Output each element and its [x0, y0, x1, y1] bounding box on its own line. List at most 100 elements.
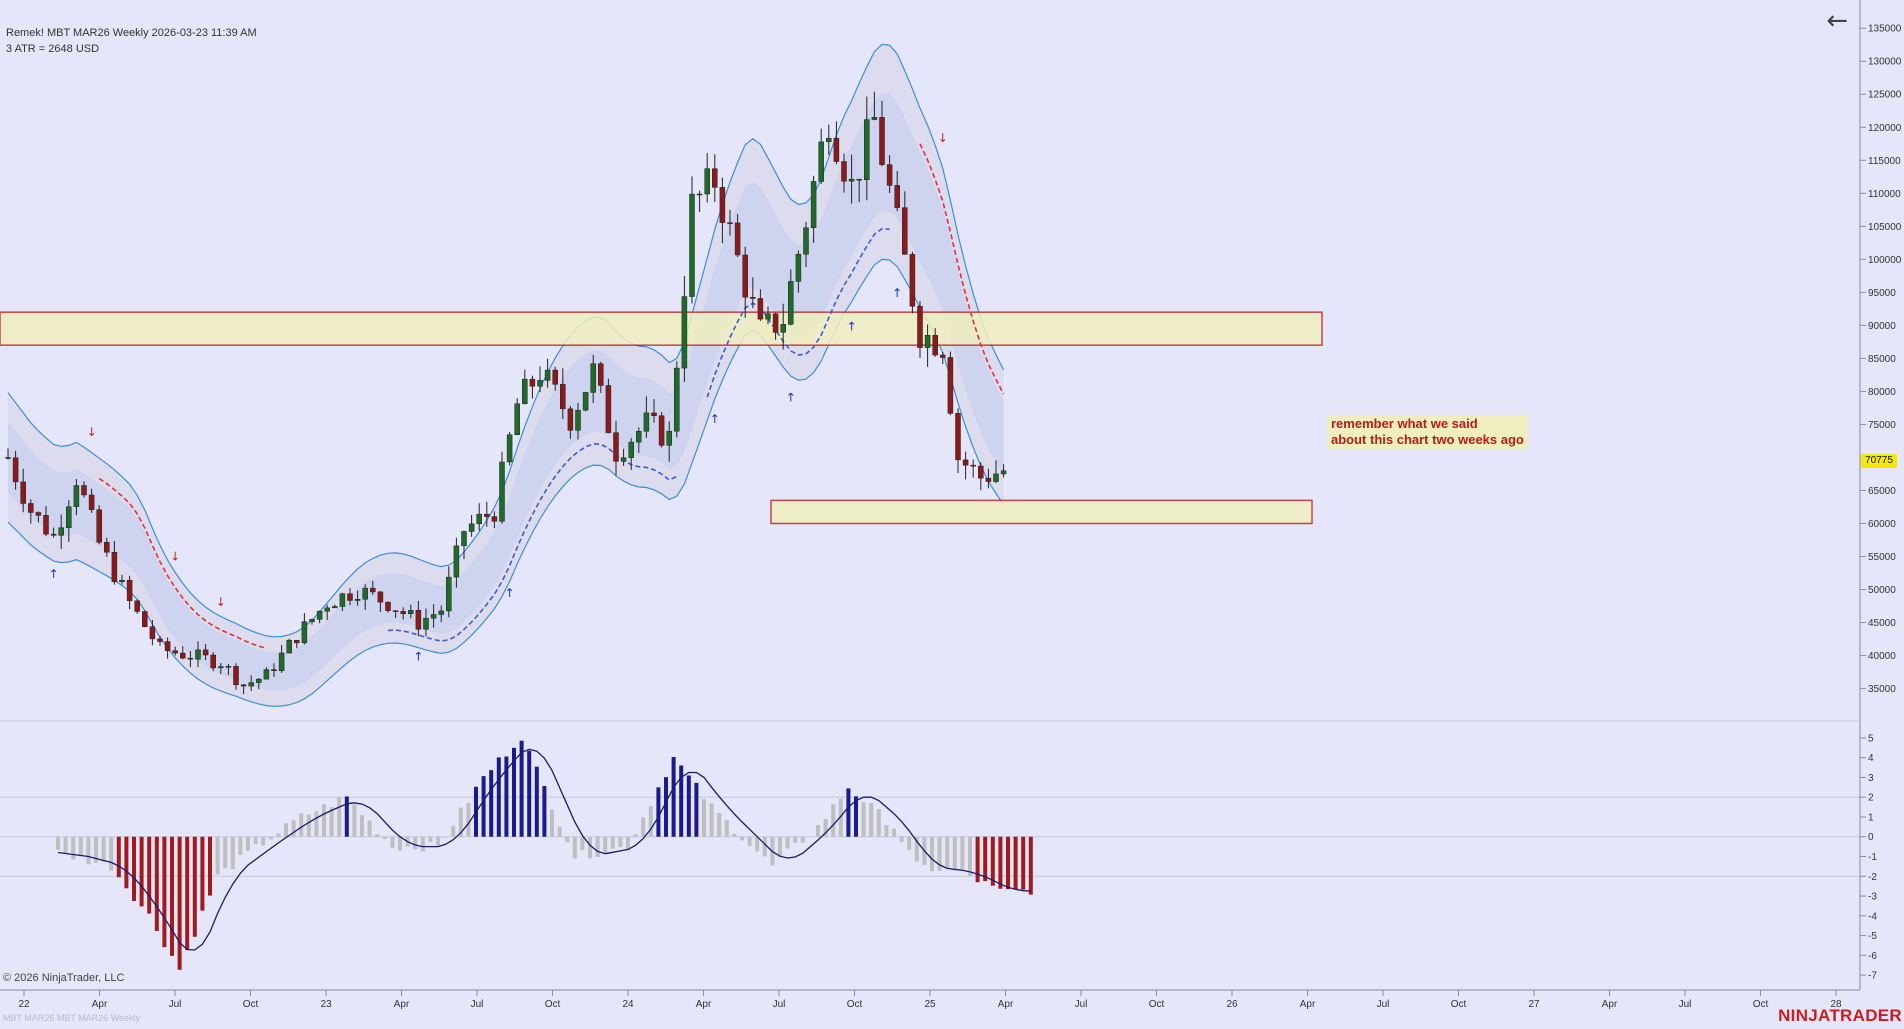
- histogram-bar: [56, 836, 60, 850]
- time-tick-label: Apr: [998, 999, 1014, 1010]
- candle-body: [362, 587, 368, 600]
- histogram-bar: [154, 836, 159, 931]
- histogram-bar: [344, 796, 349, 837]
- arrow-up-icon: ↑: [786, 390, 796, 404]
- candle-body: [894, 185, 900, 208]
- histogram-bar: [200, 836, 205, 911]
- price-zone: [770, 499, 1313, 525]
- support-resistance-zones[interactable]: [0, 311, 1323, 525]
- histogram-bar: [664, 777, 668, 837]
- candle-body: [719, 187, 726, 223]
- histogram-bar: [109, 836, 114, 871]
- osc-tick-label: -2: [1868, 872, 1877, 883]
- histogram-bar: [899, 836, 904, 842]
- candle-body: [742, 254, 748, 298]
- candle-body: [978, 465, 984, 479]
- price-tick-label: 105000: [1868, 222, 1902, 233]
- histogram-bar: [306, 814, 311, 837]
- arrow-up-icon: ↑: [49, 567, 59, 581]
- histogram-bar: [960, 836, 965, 870]
- histogram-bar: [884, 825, 889, 837]
- candle-body: [636, 431, 642, 443]
- candle-body: [560, 384, 566, 410]
- price-tick-label: 65000: [1868, 486, 1896, 497]
- osc-tick-label: -6: [1868, 951, 1877, 962]
- histogram-bar: [732, 834, 737, 837]
- time-tick-label: Jul: [1075, 999, 1088, 1010]
- histogram-bar: [436, 836, 440, 846]
- candle-body: [157, 638, 163, 642]
- histogram-bar: [861, 802, 866, 837]
- histogram-bar: [854, 796, 858, 837]
- candle-body: [88, 494, 95, 510]
- histogram-bar: [1021, 836, 1026, 890]
- candle-body: [620, 457, 627, 462]
- time-tick-label: 22: [18, 999, 30, 1010]
- candle-body: [613, 432, 619, 462]
- histogram-bar: [162, 836, 167, 948]
- candle-body: [58, 527, 64, 536]
- price-tick-label: 80000: [1868, 387, 1896, 398]
- candle-body: [788, 281, 794, 325]
- candle-body: [491, 516, 498, 522]
- candle-body: [582, 392, 589, 411]
- histogram-bar: [116, 836, 121, 878]
- candle-body: [924, 334, 931, 348]
- candle-body: [96, 509, 102, 543]
- candle-body: [537, 380, 543, 387]
- candle-body: [818, 141, 824, 182]
- candle-body: [240, 684, 247, 687]
- candle-body: [172, 650, 178, 654]
- candle-body: [484, 513, 490, 517]
- last-price-tag: 70775: [1861, 454, 1897, 468]
- time-tick-label: Oct: [1149, 999, 1165, 1010]
- osc-tick-label: 5: [1868, 733, 1874, 744]
- candle-body: [461, 531, 467, 547]
- time-tick-label: Jul: [169, 999, 182, 1010]
- chart-title: Remek! MBT MAR26 Weekly 2026-03-23 11:39…: [6, 27, 257, 39]
- arrow-down-icon: ↓: [938, 131, 948, 145]
- candle-body: [689, 193, 695, 297]
- time-tick-label: Jul: [773, 999, 786, 1010]
- price-axis[interactable]: 3500040000450005000055000600006500070000…: [1860, 24, 1902, 695]
- candle-body: [218, 666, 224, 669]
- candle-body: [544, 369, 551, 381]
- candle-body: [841, 161, 847, 182]
- candle-body: [392, 610, 399, 612]
- price-tick-label: 40000: [1868, 651, 1896, 662]
- candle-body: [339, 593, 346, 607]
- histogram-bar: [975, 836, 980, 883]
- histogram-bar: [785, 836, 790, 849]
- candle-body: [552, 369, 558, 385]
- histogram-bar: [686, 775, 691, 837]
- histogram-bar: [94, 836, 98, 863]
- histogram-bar: [656, 787, 661, 837]
- histogram-bar: [641, 817, 646, 837]
- candle-body: [681, 296, 688, 369]
- oscillator-axis: 5 4 3 2 1 0 -1 -2 -3 -4 -5 -6 -7: [1860, 733, 1877, 982]
- histogram-bar: [816, 825, 820, 837]
- histogram-bar: [1013, 836, 1018, 890]
- histogram-bar: [139, 836, 144, 907]
- candle-body: [696, 193, 703, 196]
- candle-body: [848, 178, 855, 182]
- histogram-bar: [747, 836, 752, 846]
- candle-body: [347, 593, 353, 601]
- candle-body: [871, 117, 878, 120]
- candle-body: [430, 614, 437, 619]
- candle-body: [879, 117, 885, 165]
- histogram-bar: [329, 807, 334, 837]
- candle-body: [248, 682, 254, 687]
- price-tick-label: 110000: [1868, 189, 1901, 200]
- histogram-bar: [428, 836, 433, 842]
- histogram-bar: [276, 833, 281, 837]
- histogram-bar: [192, 836, 197, 937]
- candle-body: [309, 619, 315, 622]
- oscillator-signal-line: [57, 748, 1031, 951]
- time-axis[interactable]: 22 Apr Jul Oct 23 Apr Jul Oct 24 Apr Jul Oct 25 Apr Ju…: [18, 990, 1842, 1010]
- arrow-left-icon[interactable]: ←: [1826, 6, 1848, 36]
- trailing-stop-segment: [706, 227, 890, 398]
- candle-body: [674, 367, 680, 432]
- candle-body: [187, 657, 194, 660]
